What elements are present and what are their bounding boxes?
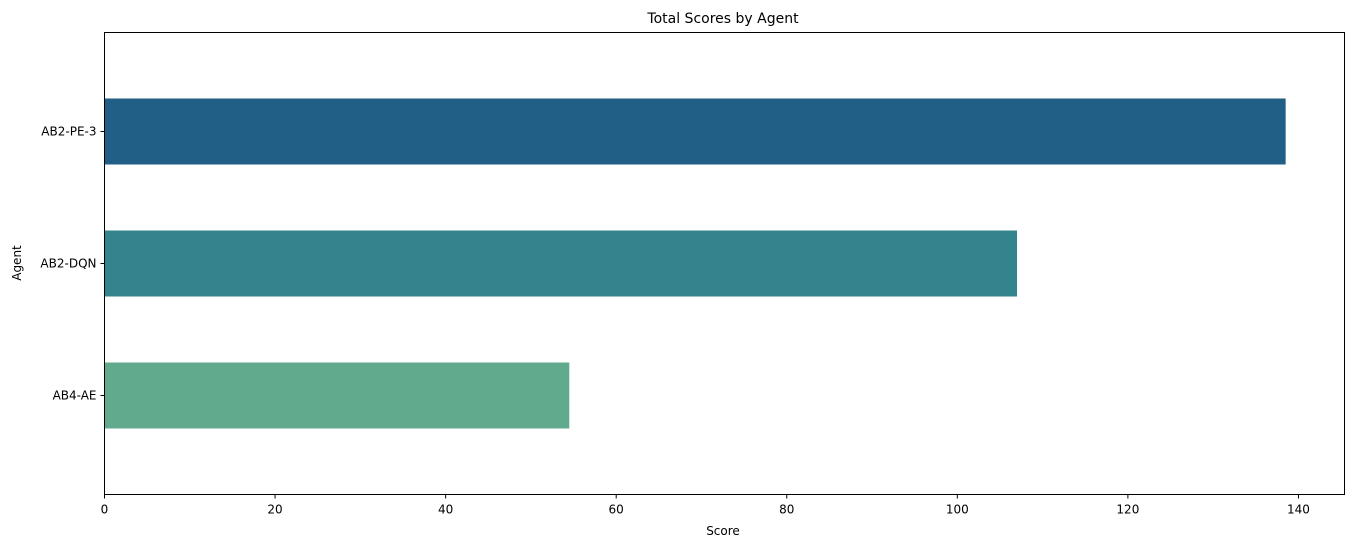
x-tick-label: 100: [946, 503, 969, 517]
y-tick-label: AB2-DQN: [40, 257, 96, 271]
x-axis-label: Score: [706, 524, 740, 538]
y-axis-ticks: AB2-PE-3 AB2-DQN AB4-AE: [40, 125, 105, 403]
y-axis-label: Agent: [10, 245, 24, 281]
x-tick-label: 60: [609, 503, 624, 517]
bar-ab2-dqn: [104, 230, 1018, 297]
x-tick-label: 140: [1287, 503, 1310, 517]
x-tick-label: 40: [438, 503, 453, 517]
bar-ab4-ae: [104, 362, 570, 429]
bar-ab2-pe-3: [104, 98, 1286, 165]
x-tick-label: 120: [1116, 503, 1139, 517]
x-tick-label: 20: [267, 503, 282, 517]
y-tick-label: AB4-AE: [53, 389, 97, 403]
x-tick-label: 0: [101, 503, 109, 517]
chart-title: Total Scores by Agent: [646, 11, 799, 27]
y-tick-label: AB2-PE-3: [41, 125, 96, 139]
bars-layer: [104, 98, 1286, 429]
x-tick-label: 80: [779, 503, 794, 517]
x-axis-ticks: 0 20 40 60 80 100 120 140: [101, 494, 1310, 517]
plot-frame: [104, 32, 1345, 495]
